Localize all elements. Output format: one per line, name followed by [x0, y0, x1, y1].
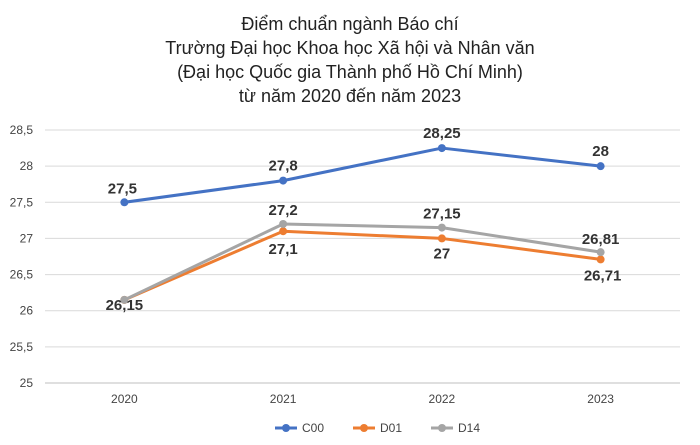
x-tick-label: 2020: [111, 392, 138, 406]
data-label-c00: 28,25: [423, 125, 461, 142]
legend-marker-d01: [360, 424, 368, 432]
data-point-d14: [596, 248, 605, 257]
y-tick-label: 25: [20, 376, 34, 390]
data-label-d01: 27,1: [269, 241, 298, 258]
series-line-d01: [123, 229, 601, 302]
legend-marker-c00: [282, 424, 290, 432]
gridlines: [45, 129, 680, 384]
series-line-d14: [123, 222, 601, 302]
data-point-c00: [596, 162, 605, 171]
data-point-d01: [437, 234, 446, 243]
y-tick-label: 25,5: [10, 340, 34, 354]
y-tick-label: 26: [20, 304, 34, 318]
y-tick-label: 27: [20, 231, 34, 245]
series-group: [120, 144, 605, 304]
data-label-c00: 27,8: [269, 158, 298, 175]
data-point-c00: [120, 198, 129, 207]
data-label-d01: 27: [434, 245, 451, 262]
data-label-d14: 27,15: [423, 206, 461, 223]
chart-title: Điểm chuẩn ngành Báo chí Trường Đại học …: [165, 14, 534, 106]
series-line-c00: [124, 146, 601, 204]
data-labels: 27,5 27,8 28,25 28 27,1 27 26,71 26,15 27,2 27,15…: [106, 125, 622, 314]
y-tick-label: 27,5: [10, 195, 34, 209]
legend-marker-d14: [438, 424, 446, 432]
y-tick-label: 26,5: [10, 268, 34, 282]
legend-label-c00: C00: [302, 421, 324, 435]
y-tick-label: 28: [20, 159, 34, 173]
chart-title-line-2: Trường Đại học Khoa học Xã hội và Nhân v…: [165, 38, 534, 58]
data-point-d01: [279, 227, 288, 236]
legend: C00 D01 D14: [275, 421, 480, 435]
data-point-d14: [279, 219, 288, 228]
x-tick-label: 2021: [270, 392, 297, 406]
data-point-c00: [279, 176, 288, 185]
chart-title-line-3: (Đại học Quốc gia Thành phố Hồ Chí Minh): [177, 62, 523, 82]
data-label-d01: 26,71: [584, 267, 622, 284]
data-label-d14: 26,81: [582, 231, 620, 248]
data-point-c00: [437, 144, 446, 153]
data-label-c00: 27,5: [108, 180, 137, 197]
chart-title-line-1: Điểm chuẩn ngành Báo chí: [241, 14, 458, 34]
y-tick-label: 28,5: [10, 123, 34, 137]
y-axis-ticks: 25 25,5 26 26,5 27 27,5 28 28,5: [10, 123, 34, 390]
x-tick-label: 2023: [587, 392, 614, 406]
data-point-d01: [596, 255, 605, 264]
legend-label-d14: D14: [458, 421, 480, 435]
legend-label-d01: D01: [380, 421, 402, 435]
data-label-d14: 27,2: [269, 202, 298, 219]
chart-title-line-4: từ năm 2020 đến năm 2023: [239, 86, 461, 106]
data-point-d14: [120, 295, 129, 304]
data-label-d14: 26,15: [106, 297, 144, 314]
x-axis-ticks: 2020 2021 2022 2023: [111, 392, 614, 406]
data-point-d14: [437, 223, 446, 232]
data-label-c00: 28: [592, 143, 609, 160]
x-tick-label: 2022: [429, 392, 456, 406]
